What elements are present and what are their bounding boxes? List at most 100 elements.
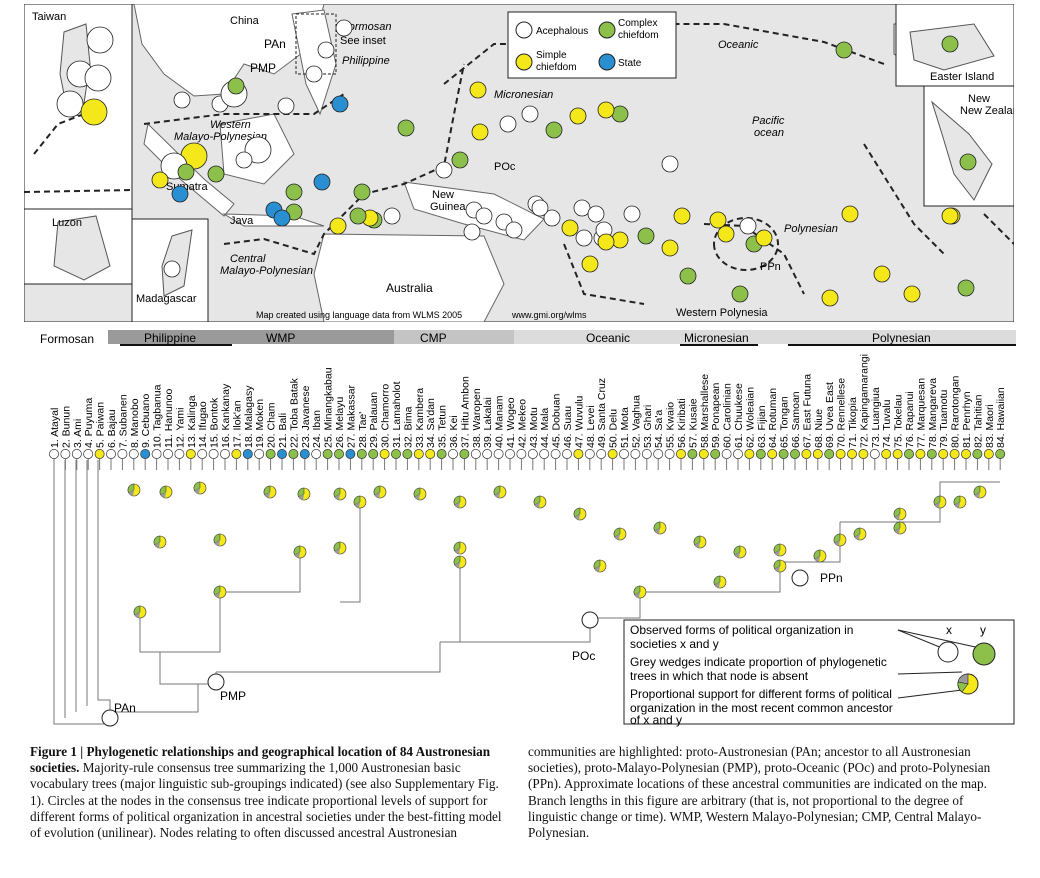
tip-label: 63. Fijian xyxy=(756,405,768,448)
map-society-marker xyxy=(941,35,959,53)
tip-node xyxy=(995,449,1006,459)
tip-node xyxy=(356,449,367,459)
figure-caption-body-left: Majority-rule consensus tree summarizing… xyxy=(30,760,502,841)
ancestral-node-pie xyxy=(893,507,907,521)
ancestral-node-pie xyxy=(159,485,173,499)
tip-label: 74. Tuvalu xyxy=(881,399,893,448)
ancestral-node-pie xyxy=(127,483,141,497)
legend-line5: Proportional support for different forms… xyxy=(630,687,892,701)
tip-node xyxy=(744,449,755,459)
tip-label: 38. Waropen xyxy=(471,388,483,448)
map-society-marker xyxy=(739,217,757,235)
map-society-marker xyxy=(86,26,114,54)
tip-label: 6. Bajau xyxy=(106,409,118,448)
pacific-label-2: ocean xyxy=(754,127,784,139)
tip-label: 76. Rapanui xyxy=(904,391,916,448)
map-society-marker xyxy=(673,207,691,225)
ancestral-node-pie xyxy=(693,535,707,549)
tip-label: 9. Cebuano xyxy=(140,394,152,448)
group-micronesian: Micronesian xyxy=(684,331,749,345)
tip-label: 35. Tetun xyxy=(437,405,449,448)
map-society-marker xyxy=(317,41,335,59)
tip-label: 12. Yami xyxy=(174,408,186,448)
map-society-marker xyxy=(959,153,977,171)
map-society-marker xyxy=(561,219,579,237)
tip-label: 23. Javanese xyxy=(300,385,312,448)
map-society-marker xyxy=(623,205,641,223)
tip-label: 58. Marshallese xyxy=(699,374,711,448)
tip-node xyxy=(641,449,652,459)
tip-label: 21. Bali xyxy=(277,413,289,448)
map-society-marker xyxy=(305,65,323,83)
tip-node xyxy=(516,449,527,459)
tip-node xyxy=(413,449,424,459)
luzon-label: Luzon xyxy=(52,217,82,229)
group-oceanic: Oceanic xyxy=(586,331,630,345)
poc-map-label: POc xyxy=(494,161,516,173)
tip-node xyxy=(755,449,766,459)
tip-node xyxy=(231,449,242,459)
tip-label: 62. Woleaian xyxy=(744,387,756,448)
pacific-label-1: Pacific xyxy=(752,115,785,127)
map-society-marker xyxy=(469,81,487,99)
new-guinea-label-1: New xyxy=(432,189,454,201)
tip-label: 72. Kapingamarangi xyxy=(858,354,870,448)
ancestral-node-pie xyxy=(933,495,947,509)
tip-node xyxy=(938,449,949,459)
tip-label: 18. Malagasy xyxy=(243,385,255,448)
map-society-marker xyxy=(611,105,629,123)
figure-caption-left: Figure 1 | Phylogenetic relationships an… xyxy=(30,744,510,841)
map-society-marker xyxy=(463,223,481,241)
figure-caption-right: communities are highlighted: proto-Austr… xyxy=(528,744,1014,841)
map-society-marker xyxy=(581,255,599,273)
tip-label: 50. Delu xyxy=(608,409,620,448)
tip-node xyxy=(128,449,139,459)
tip-node xyxy=(835,449,846,459)
map-society-marker xyxy=(84,64,112,92)
ancestral-node-pie xyxy=(353,495,367,509)
central-mp-label-2: Malayo-Polynesian xyxy=(220,265,313,277)
map-society-marker xyxy=(755,229,773,247)
tip-node xyxy=(767,449,778,459)
tip-node xyxy=(174,449,185,459)
tip-node xyxy=(334,449,344,459)
tip-label: 28. Tae' xyxy=(357,412,369,448)
group-polynesian: Polynesian xyxy=(872,331,931,345)
tip-label: 16. Kankanay xyxy=(220,383,232,448)
map-society-marker xyxy=(335,19,353,37)
legend-y: y xyxy=(980,623,986,637)
ancestral-node-pie xyxy=(413,487,427,501)
figure-caption-title: Figure 1 | Phylogenetic relationships an… xyxy=(30,744,491,776)
tip-label: 77. Marquesan xyxy=(915,378,927,448)
map-society-marker xyxy=(709,211,727,229)
ancestral-node-pie xyxy=(613,527,627,541)
ancestral-node-pie xyxy=(773,559,787,573)
tip-label: 75. Tokelau xyxy=(893,394,905,448)
oceanic-map-label: Oceanic xyxy=(718,39,759,51)
taiwan-label: Taiwan xyxy=(32,11,66,23)
legend-line1: Observed forms of political organization… xyxy=(630,623,853,637)
legend-line3: Grey wedges indicate proportion of phylo… xyxy=(630,655,887,669)
group-philippine: Philippine xyxy=(144,331,196,345)
tip-label: 3. Ami xyxy=(72,419,84,448)
tip-label: 31. Lamaholot xyxy=(391,381,403,448)
ancestral-node-pie xyxy=(453,555,467,569)
tip-label: 53. Ghari xyxy=(642,405,654,448)
tip-label: 43. Motu xyxy=(528,407,540,448)
tip-label: 55. Kwaio xyxy=(665,402,677,448)
tip-node xyxy=(94,449,105,459)
map-society-marker xyxy=(235,151,253,169)
new-guinea-label-2: Guinea xyxy=(430,201,466,213)
tip-node xyxy=(858,449,869,459)
tip-node xyxy=(185,449,196,459)
tip-label: 51. Mota xyxy=(619,407,631,448)
tip-node xyxy=(436,449,447,459)
tip-label: 70. Rennellese xyxy=(836,378,848,448)
tip-node xyxy=(368,449,379,459)
ancestral-node-pie xyxy=(773,543,787,557)
tip-node xyxy=(926,449,937,459)
tip-label: 11. Hanunoo xyxy=(163,388,175,448)
ancestral-node-pie xyxy=(213,533,227,547)
philippine-map-label: Philippine xyxy=(342,55,390,67)
tip-node xyxy=(151,449,162,459)
